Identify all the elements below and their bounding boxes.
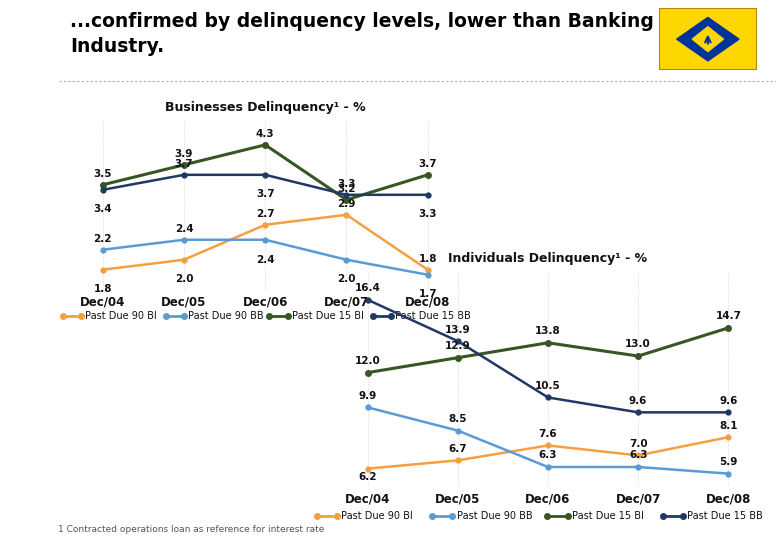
- Text: Past Due 15 BB: Past Due 15 BB: [687, 511, 764, 521]
- Text: Dec/05: Dec/05: [161, 296, 207, 309]
- Text: Businesses Delinquency¹ - %: Businesses Delinquency¹ - %: [165, 101, 366, 114]
- Text: 4.3: 4.3: [256, 129, 275, 139]
- Text: 3.4: 3.4: [94, 204, 112, 214]
- Text: 16.4: 16.4: [355, 283, 381, 293]
- Text: 13.8: 13.8: [535, 326, 561, 336]
- Text: 3.7: 3.7: [256, 189, 275, 199]
- Text: 2.0: 2.0: [337, 274, 356, 284]
- Text: 1.7: 1.7: [418, 289, 437, 299]
- Text: 1.8: 1.8: [94, 284, 112, 294]
- Text: ...confirmed by delinquency levels, lower than Banking
Industry.: ...confirmed by delinquency levels, lowe…: [70, 12, 654, 56]
- Text: Past Due 90 BI: Past Due 90 BI: [342, 511, 413, 521]
- Text: 7.0: 7.0: [629, 439, 647, 449]
- Text: 3.7: 3.7: [175, 159, 193, 169]
- Text: 9.9: 9.9: [359, 391, 377, 401]
- Text: 2.0: 2.0: [175, 274, 193, 284]
- Text: 5.9: 5.9: [719, 457, 738, 467]
- Text: Past Due 90 BB: Past Due 90 BB: [188, 311, 264, 321]
- Polygon shape: [693, 26, 724, 51]
- Text: Dec/06: Dec/06: [243, 296, 288, 309]
- Polygon shape: [676, 17, 739, 61]
- Text: Dec/08: Dec/08: [405, 296, 450, 309]
- Text: 2.7: 2.7: [256, 209, 275, 219]
- Text: Dec/04: Dec/04: [345, 492, 390, 505]
- Text: 10.5: 10.5: [535, 381, 561, 391]
- Text: Dec/06: Dec/06: [525, 492, 571, 505]
- Text: 8.5: 8.5: [448, 414, 467, 424]
- Text: Past Due 15 BB: Past Due 15 BB: [395, 311, 471, 321]
- Text: 12.0: 12.0: [355, 356, 381, 366]
- Text: 12.9: 12.9: [445, 341, 470, 351]
- Text: 2.4: 2.4: [256, 255, 275, 265]
- Text: Past Due 90 BB: Past Due 90 BB: [457, 511, 533, 521]
- Text: Dec/07: Dec/07: [324, 296, 369, 309]
- Text: Past Due 90 BI: Past Due 90 BI: [85, 311, 157, 321]
- Text: 6.7: 6.7: [448, 444, 467, 454]
- Text: 14.7: 14.7: [715, 311, 741, 321]
- Text: 2.9: 2.9: [337, 199, 356, 209]
- Text: 3.7: 3.7: [418, 159, 437, 169]
- Text: 3.3: 3.3: [337, 179, 356, 189]
- Text: 6.2: 6.2: [358, 472, 377, 482]
- Text: Dec/04: Dec/04: [80, 296, 126, 309]
- Text: 2.4: 2.4: [175, 224, 193, 234]
- Text: 9.6: 9.6: [629, 396, 647, 406]
- Text: 3.9: 3.9: [175, 149, 193, 159]
- Text: 9.6: 9.6: [719, 396, 738, 406]
- Text: 8.1: 8.1: [719, 421, 738, 430]
- Text: Individuals Delinquency¹ - %: Individuals Delinquency¹ - %: [448, 252, 647, 265]
- Text: 7.6: 7.6: [539, 429, 557, 439]
- Text: Dec/08: Dec/08: [706, 492, 751, 505]
- Text: 13.9: 13.9: [445, 325, 470, 334]
- Text: 1.8: 1.8: [418, 254, 437, 264]
- Text: 3.5: 3.5: [94, 169, 112, 179]
- Text: 2.2: 2.2: [94, 234, 112, 244]
- Text: 13.0: 13.0: [626, 340, 651, 349]
- Text: Dec/05: Dec/05: [435, 492, 480, 505]
- Text: Dec/07: Dec/07: [615, 492, 661, 505]
- Text: 3.3: 3.3: [418, 209, 437, 219]
- FancyBboxPatch shape: [659, 8, 757, 70]
- Text: 6.3: 6.3: [629, 450, 647, 461]
- Text: Past Due 15 BI: Past Due 15 BI: [292, 311, 363, 321]
- Text: Past Due 15 BI: Past Due 15 BI: [573, 511, 644, 521]
- Text: 3.2: 3.2: [337, 184, 356, 194]
- Text: 1 Contracted operations loan as reference for interest rate: 1 Contracted operations loan as referenc…: [58, 525, 325, 534]
- Text: 6.3: 6.3: [539, 450, 557, 461]
